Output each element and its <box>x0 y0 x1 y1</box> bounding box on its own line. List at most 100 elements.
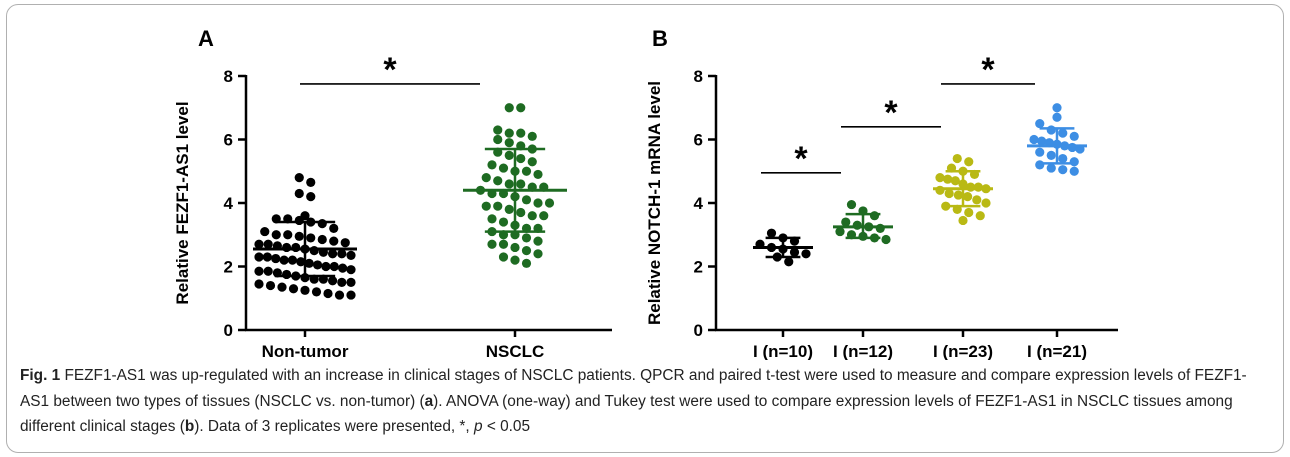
data-point <box>944 188 954 199</box>
data-point <box>801 249 811 259</box>
data-point <box>504 150 514 160</box>
data-point <box>1035 147 1045 157</box>
data-point <box>1069 166 1079 176</box>
data-point <box>493 125 503 135</box>
data-point <box>337 249 347 259</box>
data-point <box>321 261 331 272</box>
data-point <box>317 219 327 229</box>
data-point <box>935 185 945 195</box>
significance-star: * <box>884 94 898 132</box>
data-point <box>340 238 350 248</box>
data-point <box>539 211 549 221</box>
data-point <box>516 128 526 138</box>
data-point <box>346 250 356 260</box>
data-point <box>504 138 514 148</box>
data-point <box>766 228 777 238</box>
data-point <box>1046 150 1056 160</box>
data-point <box>1052 103 1062 113</box>
data-point <box>260 226 270 237</box>
caption-text-1: FEZF1-AS1 was up-regulated with an incre… <box>20 367 1247 410</box>
data-point <box>317 234 327 245</box>
caption-text-2: ). ANOVA (one-way) and Tukey test were u… <box>20 392 1233 436</box>
data-point <box>1037 136 1047 146</box>
data-point <box>1069 131 1079 141</box>
figure-chart: A 0 2 4 6 8 Relative FEZF1-AS1 level Non-tumor N… <box>173 26 1118 360</box>
data-point <box>516 207 526 218</box>
y-axis-title: Relative NOTCH-1 mRNA level <box>645 81 664 325</box>
data-point <box>282 269 292 280</box>
data-point <box>981 198 991 208</box>
x-tick-label: Non-tumor <box>262 342 349 360</box>
data-point <box>527 131 537 141</box>
data-point <box>935 173 945 183</box>
caption-label: Fig. 1 <box>20 367 61 384</box>
data-point <box>279 255 289 265</box>
caption-ref-a: a <box>424 392 434 410</box>
x-tick-label: I (n=10) <box>753 342 813 360</box>
chart-panel-a: A 0 2 4 6 8 Relative FEZF1-AS1 level Non-tumor N… <box>173 26 612 360</box>
caption-p-symbol: p <box>473 418 483 436</box>
data-point <box>346 265 356 275</box>
data-point <box>504 103 514 113</box>
data-point <box>291 242 301 253</box>
data-point <box>487 160 497 170</box>
x-tick-label: I (n=21) <box>1027 342 1087 360</box>
data-point <box>1067 142 1077 153</box>
data-point <box>287 255 298 265</box>
data-point <box>521 166 532 176</box>
data-point <box>527 157 537 167</box>
significance-star: * <box>383 51 397 89</box>
data-point <box>329 236 339 246</box>
data-point <box>487 239 497 249</box>
data-point <box>329 261 339 272</box>
data-point <box>346 277 356 287</box>
data-point <box>277 282 287 292</box>
data-point <box>521 195 532 205</box>
data-point <box>493 201 503 211</box>
data-point <box>1069 157 1079 167</box>
data-point <box>1046 125 1056 135</box>
x-tick-label: NSCLC <box>486 342 545 360</box>
data-point <box>493 134 503 145</box>
data-point <box>265 280 276 291</box>
data-point <box>263 266 273 276</box>
data-point <box>254 279 264 289</box>
figure-caption: Fig. 1 FEZF1-AS1 was up-regulated with a… <box>20 363 1270 440</box>
data-point <box>516 103 526 113</box>
data-point <box>1052 112 1062 122</box>
data-point <box>958 215 968 226</box>
data-point <box>323 288 333 299</box>
data-point <box>304 258 314 268</box>
data-point <box>943 174 953 184</box>
data-point <box>510 242 520 253</box>
data-point <box>334 290 345 300</box>
data-point <box>1029 134 1039 145</box>
data-point <box>975 211 985 221</box>
data-point <box>504 128 514 138</box>
data-point <box>846 199 857 210</box>
data-point <box>835 226 845 237</box>
data-point <box>481 173 491 183</box>
data-point <box>973 182 983 192</box>
significance-star: * <box>981 51 995 89</box>
data-point <box>283 230 293 240</box>
x-tick-label: I (n=23) <box>933 342 993 360</box>
data-point <box>309 246 319 256</box>
data-point <box>306 177 316 187</box>
y-tick-label: 8 <box>224 67 233 86</box>
data-point <box>1058 153 1068 164</box>
data-point <box>337 277 347 287</box>
data-point <box>346 290 356 300</box>
data-point <box>328 249 338 259</box>
data-point <box>311 287 322 297</box>
data-point <box>516 179 526 189</box>
data-point <box>869 211 880 221</box>
data-point <box>300 285 310 295</box>
significance-star: * <box>794 140 808 178</box>
data-point <box>1058 128 1068 138</box>
data-point <box>312 260 323 270</box>
data-point <box>328 276 338 286</box>
chart-panel-b: B 0 2 4 6 8 Relative NOTCH-1 mRNA level I (n=10… <box>645 26 1118 360</box>
data-point <box>963 192 973 202</box>
data-point <box>498 217 509 227</box>
